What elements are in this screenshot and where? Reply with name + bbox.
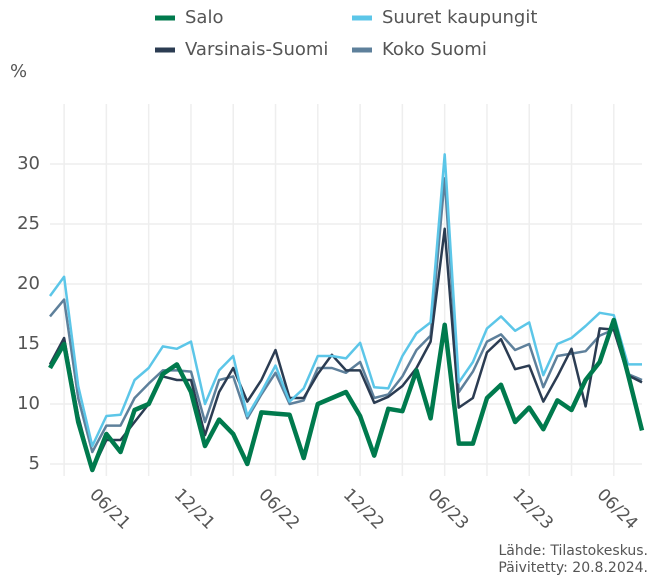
x-tick-label: 06/21 xyxy=(85,485,134,534)
series-line xyxy=(49,177,643,454)
y-tick-label: 5 xyxy=(29,453,40,474)
y-tick-label: 20 xyxy=(17,273,40,294)
series-line xyxy=(48,227,643,472)
x-tick-label: 12/23 xyxy=(508,485,557,534)
x-tick-label: 06/23 xyxy=(424,485,473,534)
legend-label: Varsinais-Suomi xyxy=(185,39,328,60)
source: Lähde: Tilastokeskus. xyxy=(498,543,648,559)
x-tick-label: 12/21 xyxy=(170,485,219,534)
y-axis-label: % xyxy=(10,61,27,82)
y-tick-label: 10 xyxy=(17,393,40,414)
series-line xyxy=(48,153,642,448)
y-tick-label: 25 xyxy=(17,213,40,234)
y-tick-label: 30 xyxy=(17,153,40,174)
x-tick-label: 06/24 xyxy=(593,485,642,534)
y-tick-label: 15 xyxy=(17,333,40,354)
updated: Päivitetty: 20.8.2024. xyxy=(498,560,648,576)
x-tick-label: 06/22 xyxy=(254,485,303,534)
legend-label: Koko Suomi xyxy=(382,39,487,60)
x-tick-label: 12/22 xyxy=(339,485,388,534)
series-line xyxy=(48,317,645,473)
legend-label: Salo xyxy=(185,7,223,28)
legend-label: Suuret kaupungit xyxy=(382,7,537,28)
